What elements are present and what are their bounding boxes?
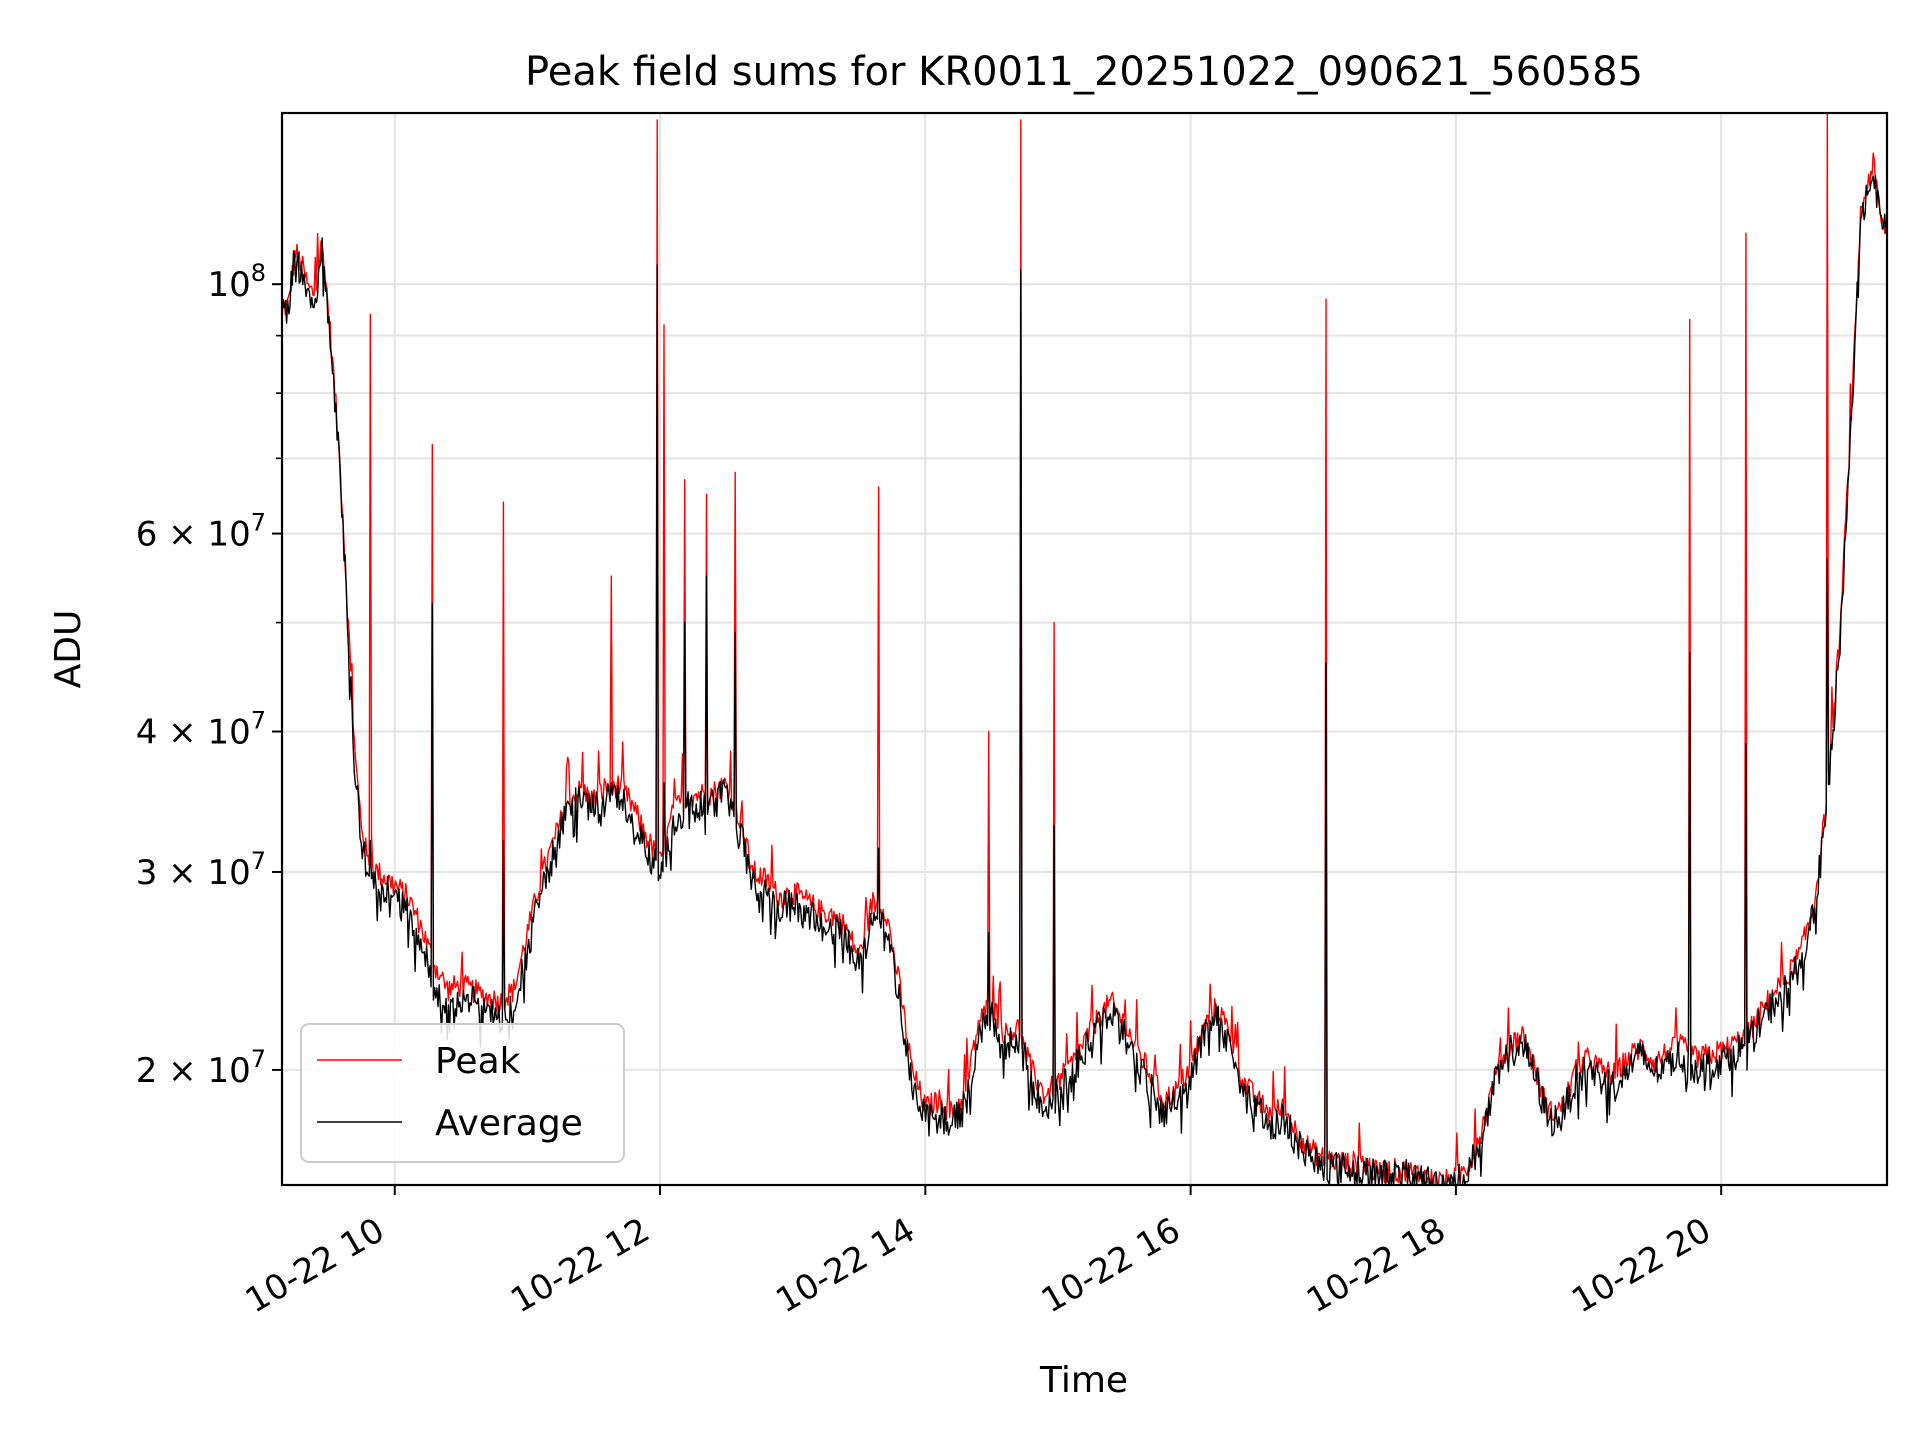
series-line-average [281,175,1888,1186]
legend-box [300,1023,625,1163]
series-line-peak [281,112,1887,1186]
legend: Peak Average [300,1023,625,1163]
plot-area-frame [280,111,1889,1187]
y-tick-label: 4 × 107 [136,707,266,753]
y-tick-label: 3 × 107 [136,847,266,893]
y-axis-label: ADU [48,610,89,689]
y-tick-label: 2 × 107 [136,1045,266,1091]
legend-label-peak: Peak [435,1041,521,1082]
y-tick-label: 108 [207,259,266,305]
y-tick-label: 6 × 107 [136,509,266,555]
series-layer [281,112,1888,1186]
chart-title: Peak field sums for KR0011_20251022_0906… [525,49,1643,95]
grid-layer [282,113,1887,1185]
legend-label-average: Average [435,1103,583,1144]
x-axis-label: Time [1039,1360,1128,1401]
